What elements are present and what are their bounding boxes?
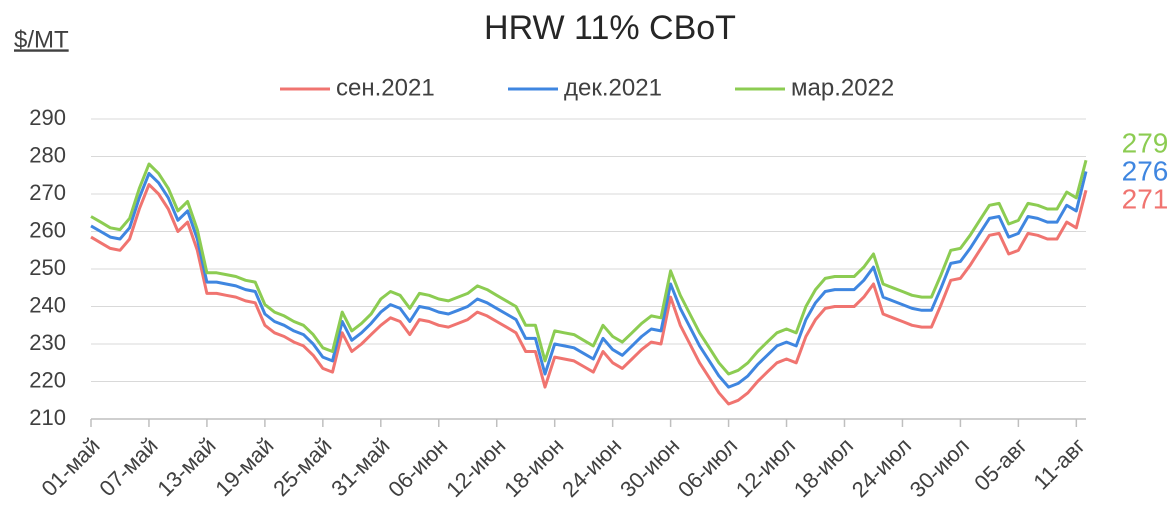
chart-title: HRW 11% CBoT: [484, 9, 736, 47]
x-tick-label: 06-июл: [673, 433, 742, 502]
x-tick-label: 05-авг: [969, 433, 1032, 496]
x-tick-label: 12-июн: [441, 433, 510, 502]
y-tick-label: 280: [29, 142, 66, 167]
x-tick-label: 24-июн: [557, 433, 626, 502]
value-label: 276: [1122, 155, 1169, 186]
series-line: [90, 183, 1088, 406]
x-tick-label: 18-июл: [789, 433, 858, 502]
x-tick-label: 18-июн: [499, 433, 568, 502]
x-tick-label: 06-июн: [383, 433, 452, 502]
y-tick-label: 210: [29, 405, 66, 430]
value-label: 279: [1122, 127, 1169, 158]
y-tick-label: 250: [29, 255, 66, 280]
legend-label: сен.2021: [336, 74, 435, 101]
value-label: 271: [1122, 183, 1169, 214]
y-tick-label: 220: [29, 367, 66, 392]
x-tick-label: 25-май: [268, 433, 336, 501]
x-tick-label: 11-авг: [1028, 433, 1090, 495]
y-tick-label: 290: [29, 105, 66, 130]
x-tick-label: 13-май: [152, 433, 220, 501]
x-tick-label: 30-июн: [615, 433, 684, 502]
y-axis-label: $/MT: [14, 26, 69, 53]
legend-label: дек.2021: [564, 74, 662, 101]
x-tick-label: 07-май: [94, 433, 162, 501]
y-tick-label: 260: [29, 217, 66, 242]
x-tick-label: 24-июл: [847, 433, 916, 502]
y-tick-label: 230: [29, 330, 66, 355]
y-tick-label: 270: [29, 180, 66, 205]
series-line: [90, 171, 1088, 389]
series-line: [90, 159, 1088, 376]
x-tick-label: 19-май: [210, 433, 278, 501]
x-tick-label: 31-май: [326, 433, 394, 501]
legend-label: мар.2022: [791, 74, 894, 101]
y-tick-label: 240: [29, 292, 66, 317]
x-tick-label: 30-июл: [905, 433, 974, 502]
x-tick-label: 01-май: [36, 433, 104, 501]
x-tick-label: 12-июл: [731, 433, 800, 502]
